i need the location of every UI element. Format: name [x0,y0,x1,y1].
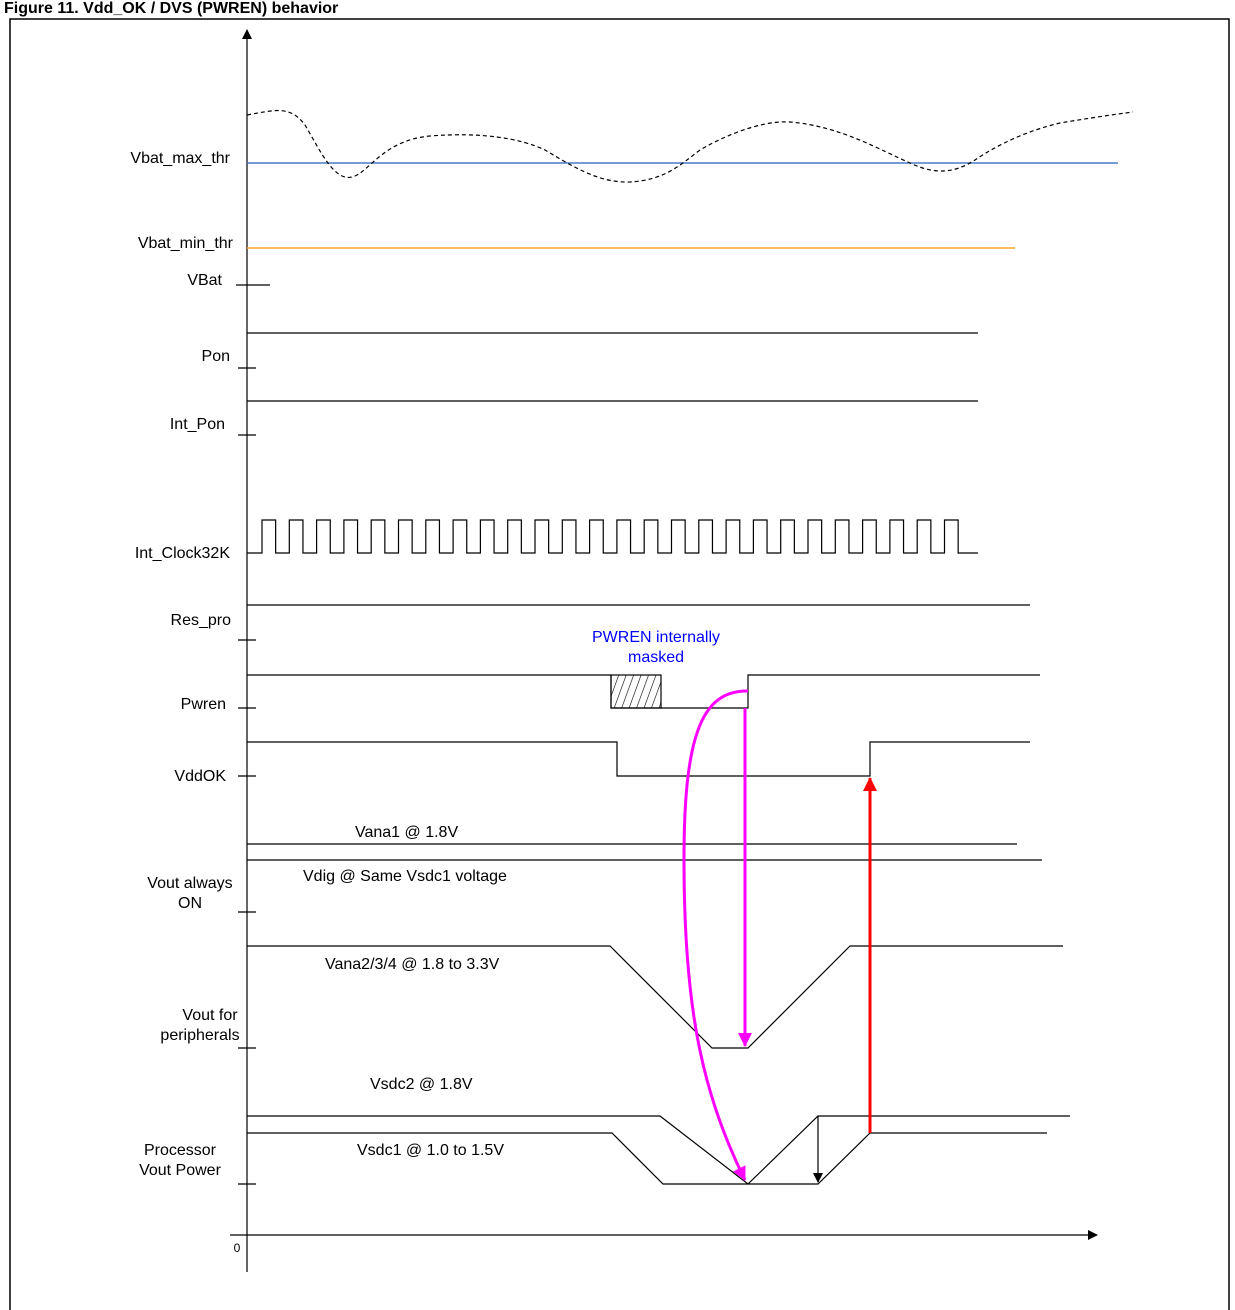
label-vbat-min-thr: Vbat_min_thr [138,235,234,252]
label-vddok: VddOK [174,768,226,785]
diagram-border [9,18,1230,1310]
label-vout-always-on: Vout always ON [147,875,232,912]
vsdc1-label: Vsdc1 @ 1.0 to 1.5V [357,1142,504,1159]
vana234-rail [247,945,1063,1049]
vsdc1-rail [247,1132,1047,1185]
label-pwren: Pwren [181,696,226,713]
label-res-pro: Res_pro [171,612,232,629]
label-processor-vout: Processor Vout Power [139,1142,222,1179]
vsdc2-label: Vsdc2 @ 1.8V [370,1076,473,1093]
label-vbat-max-thr: Vbat_max_thr [130,150,230,167]
vddok-waveform [247,741,1030,777]
pwren-to-vsdc-arrow [682,689,749,1181]
vdig-label: Vdig @ Same Vsdc1 voltage [303,868,507,885]
label-vbat: VBat [187,272,222,289]
int-clock32k-waveform [247,519,978,554]
vbat-waveform [246,109,1134,183]
pwren-masked-note: PWREN internally masked [592,629,720,666]
label-vout-peripherals: Vout for peripherals [160,1007,239,1044]
label-pon: Pon [202,348,230,365]
origin-label: 0 [234,1241,241,1255]
label-int-clock32k: Int_Clock32K [135,545,230,562]
pwren-masked-hatch [610,674,662,709]
vana234-label: Vana2/3/4 @ 1.8 to 3.3V [325,956,500,973]
figure-title: Figure 11. Vdd_OK / DVS (PWREN) behavior [4,0,338,17]
pwren-waveform [247,674,1040,709]
vana1-label: Vana1 @ 1.8V [355,824,458,841]
label-int-pon: Int_Pon [170,416,225,433]
